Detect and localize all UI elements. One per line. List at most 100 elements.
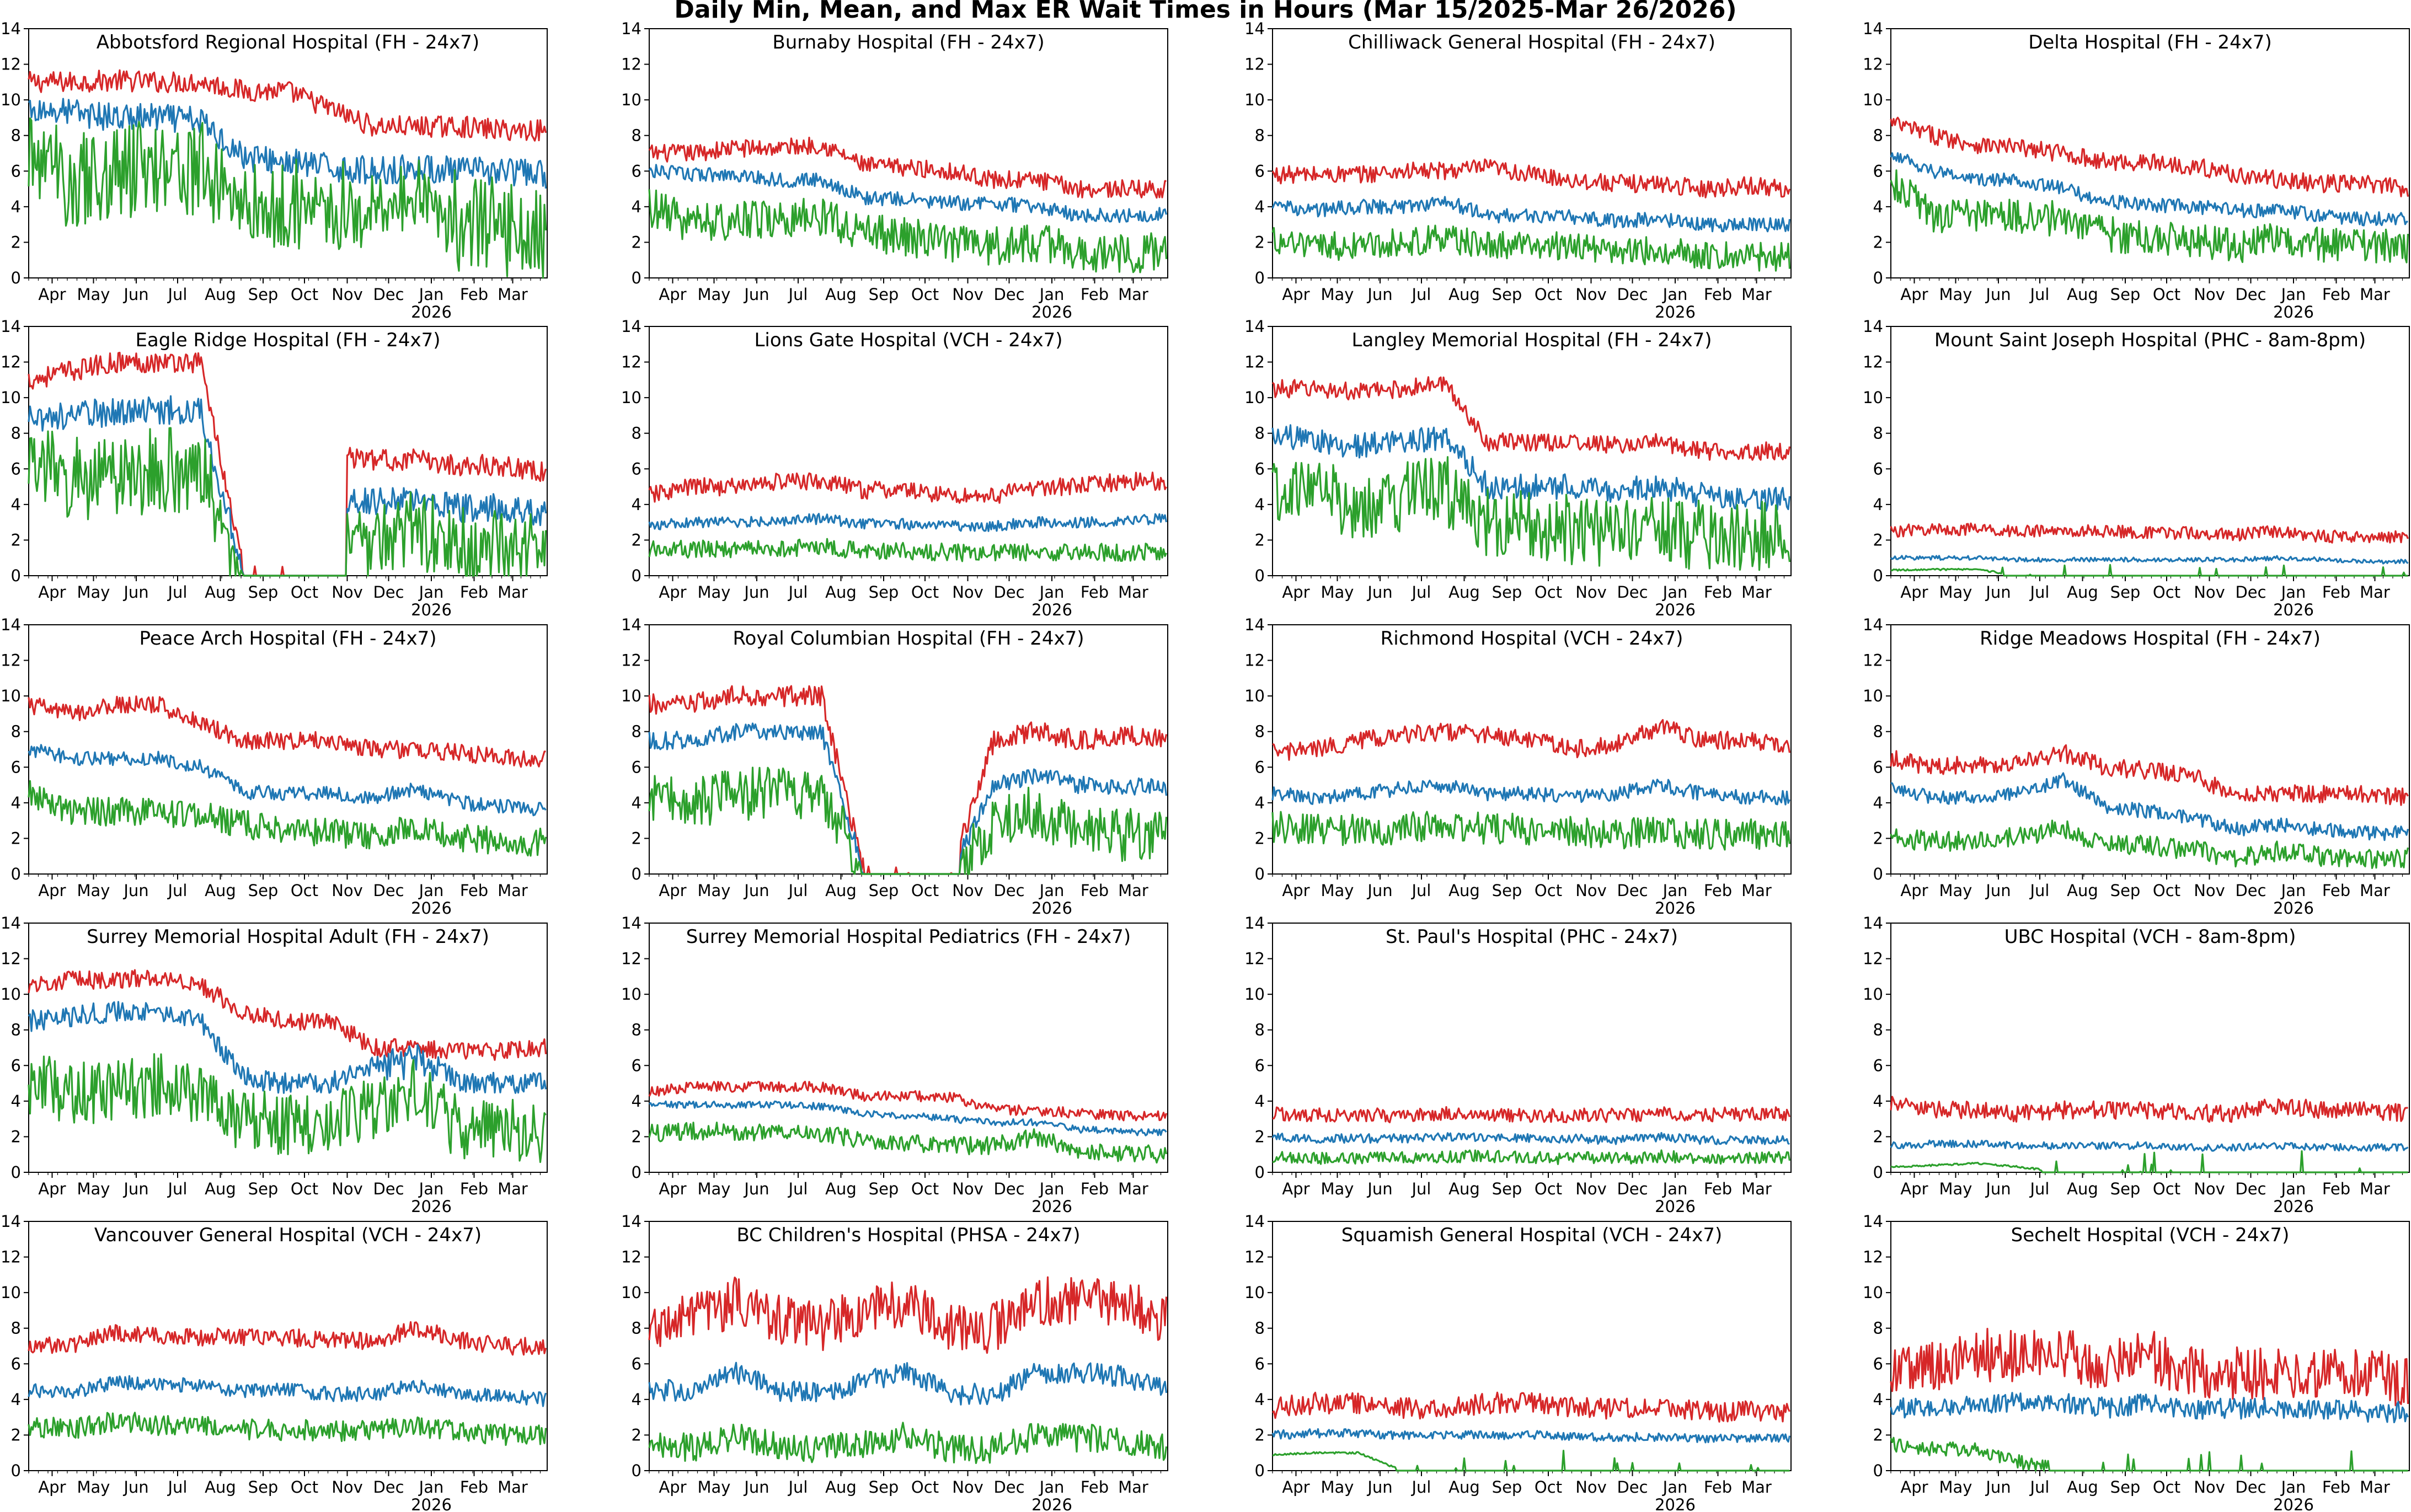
x-tick-label: Feb	[1081, 583, 1109, 602]
panel-title: Peace Arch Hospital (FH - 24x7)	[139, 628, 436, 650]
y-tick-label: 6	[632, 459, 641, 478]
series-line-max	[1271, 1391, 1790, 1423]
y-tick-label: 8	[1255, 722, 1265, 741]
series-line-mean	[1890, 772, 2409, 841]
x-year-label: 2026	[1031, 899, 1072, 918]
x-tick-label: Jan	[1039, 881, 1065, 900]
series-line-mean	[28, 1375, 547, 1407]
y-tick-label: 10	[1244, 90, 1265, 109]
x-tick-label: Aug	[205, 1478, 236, 1497]
y-tick-label: 4	[632, 1390, 641, 1409]
x-tick-label: Jul	[2029, 881, 2050, 900]
x-tick-label: Nov	[2194, 1179, 2225, 1198]
series-line-mean	[1890, 152, 2408, 227]
x-tick-label: Nov	[952, 881, 983, 900]
x-tick-label: Aug	[2067, 881, 2098, 900]
series-line-min	[648, 1422, 1168, 1464]
y-tick-label: 0	[1255, 1461, 1265, 1480]
series-line-max	[648, 471, 1167, 504]
panel: 0 2 4 6 8 10 12 14 Apr May Jun Jul Aug Sep Oct Nov Dec Ja…	[1863, 1212, 2410, 1512]
y-tick-label: 14	[1, 1212, 21, 1231]
y-tick-label: 2	[632, 1127, 641, 1146]
x-tick-label: Jan	[1662, 583, 1688, 602]
y-tick-label: 10	[1, 388, 21, 407]
y-tick-label: 12	[1244, 55, 1265, 74]
x-tick-label: Jul	[1411, 285, 1431, 304]
x-tick-label: Nov	[2194, 881, 2225, 900]
series-line-max	[1272, 719, 1791, 761]
x-tick-label: Mar	[1741, 1478, 1772, 1497]
x-tick-label: Dec	[993, 285, 1024, 304]
series-line-min	[28, 1412, 547, 1446]
x-tick-label: Oct	[1535, 285, 1562, 304]
x-tick-label: Jun	[1985, 285, 2011, 304]
x-tick-label: Mar	[498, 1478, 528, 1497]
x-tick-label: Aug	[2067, 583, 2098, 602]
panel: 0 2 4 6 8 10 12 14 Apr May Jun Jul Aug Sep Oct Nov Dec Ja…	[621, 914, 1168, 1216]
x-tick-label: Apr	[1900, 583, 1928, 602]
x-tick-label: Jun	[1985, 583, 2011, 602]
y-tick-label: 0	[1255, 865, 1265, 883]
x-tick-label: Jan	[1662, 881, 1688, 900]
y-tick-label: 14	[1, 317, 21, 336]
y-tick-label: 6	[1873, 1056, 1883, 1075]
x-tick-label: May	[1321, 881, 1354, 900]
y-tick-label: 0	[632, 865, 641, 883]
y-tick-label: 4	[1873, 495, 1883, 514]
x-year-label: 2026	[1655, 1495, 1696, 1512]
y-tick-label: 10	[1, 90, 21, 109]
y-tick-label: 12	[1244, 1248, 1265, 1267]
series-line-max	[1890, 522, 2409, 544]
y-tick-label: 10	[621, 90, 641, 109]
panel: 0 2 4 6 8 10 12 14 Apr May Jun Jul Aug Sep Oct Nov Dec Ja…	[621, 615, 1168, 918]
x-tick-label: Dec	[373, 583, 404, 602]
series-line-max	[648, 1276, 1168, 1354]
series-line-max	[1890, 1328, 2409, 1407]
panel-title: UBC Hospital (VCH - 8am-8pm)	[2004, 926, 2296, 948]
y-tick-label: 8	[11, 1021, 21, 1039]
series-line-min	[1890, 819, 2409, 870]
y-tick-label: 4	[11, 1092, 21, 1111]
series-line-min	[1890, 564, 2408, 577]
panel-title: Richmond Hospital (VCH - 24x7)	[1381, 628, 1683, 650]
x-tick-label: Jul	[1411, 1478, 1431, 1497]
y-tick-label: 2	[1873, 1127, 1883, 1146]
x-tick-label: Dec	[993, 1179, 1024, 1198]
x-year-label: 2026	[411, 600, 452, 619]
x-tick-label: Nov	[952, 1478, 983, 1497]
x-tick-label: Feb	[460, 1478, 488, 1497]
x-tick-label: Jul	[788, 1478, 808, 1497]
x-tick-label: Jul	[167, 1179, 188, 1198]
y-tick-label: 8	[632, 126, 641, 145]
x-tick-label: Aug	[2067, 1179, 2098, 1198]
y-tick-label: 2	[1255, 1425, 1265, 1444]
x-tick-label: May	[77, 881, 110, 900]
y-tick-label: 0	[11, 1163, 21, 1182]
x-tick-label: Jan	[418, 583, 444, 602]
x-tick-label: May	[1939, 1478, 1972, 1497]
y-tick-label: 4	[632, 495, 641, 514]
y-tick-label: 6	[632, 162, 641, 180]
x-tick-label: Aug	[1448, 1179, 1480, 1198]
panel-title: Chilliwack General Hospital (FH - 24x7)	[1348, 31, 1715, 53]
panel-title: Mount Saint Joseph Hospital (PHC - 8am-8…	[1934, 329, 2366, 351]
x-tick-label: Apr	[1282, 583, 1309, 602]
panel-title: Lions Gate Hospital (VCH - 24x7)	[754, 329, 1062, 351]
x-tick-label: May	[698, 881, 731, 900]
panel: 0 2 4 6 8 10 12 14 Apr May Jun Jul Aug Sep Oct Nov Dec Ja…	[1863, 317, 2410, 619]
x-tick-label: Jan	[2280, 1478, 2306, 1497]
y-tick-label: 0	[11, 1461, 21, 1480]
panel: 0 2 4 6 8 10 12 14 Apr May Jun Jul Aug Sep Oct Nov Dec Ja…	[621, 317, 1168, 619]
x-tick-label: Apr	[38, 285, 66, 304]
x-tick-label: Nov	[332, 881, 363, 900]
x-tick-label: Feb	[1704, 1478, 1732, 1497]
x-tick-label: Mar	[1741, 1179, 1772, 1198]
x-tick-label: Dec	[993, 1478, 1024, 1497]
y-tick-label: 8	[632, 1319, 641, 1338]
x-tick-label: Apr	[1282, 1478, 1309, 1497]
x-tick-label: Feb	[1081, 881, 1109, 900]
series-line-mean	[28, 744, 547, 817]
y-tick-label: 12	[1244, 950, 1265, 968]
x-tick-label: Nov	[1575, 1478, 1607, 1497]
x-tick-label: Sep	[869, 1478, 899, 1497]
